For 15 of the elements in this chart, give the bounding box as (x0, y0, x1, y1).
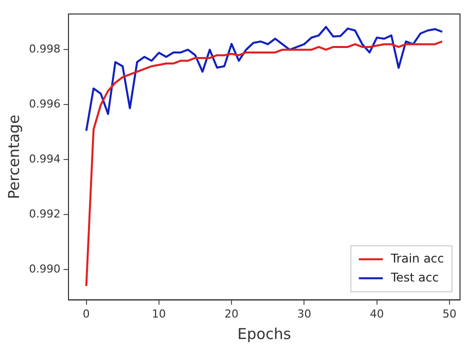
y-tick-label: 0.992 (28, 207, 60, 220)
y-tick-label: 0.994 (28, 152, 60, 166)
y-tick-label: 0.998 (28, 42, 60, 56)
y-tick-label: 0.996 (28, 98, 60, 111)
x-axis-title: Epochs (237, 324, 292, 343)
x-tick-label: 50 (442, 307, 456, 320)
x-tick-label: 0 (82, 307, 90, 320)
legend-label: Test acc (390, 270, 439, 284)
x-tick-label: 30 (297, 307, 312, 320)
legend-label: Train acc (390, 251, 444, 266)
y-tick-label: 0.990 (28, 262, 60, 276)
x-tick-label: 40 (370, 307, 384, 320)
x-tick-label: 20 (224, 307, 239, 320)
y-axis-title: Percentage (4, 114, 23, 200)
x-tick-label: 10 (152, 307, 166, 320)
